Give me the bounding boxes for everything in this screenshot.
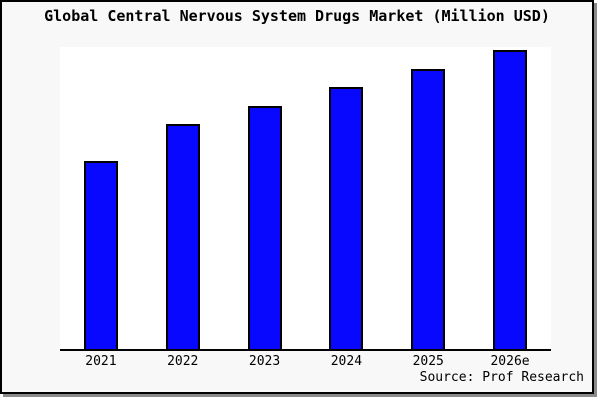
x-tick-2025: 2025: [412, 354, 444, 369]
chart-frame: Global Central Nervous System Drugs Mark…: [0, 0, 594, 394]
bar-2022: [165, 123, 200, 349]
x-tick-2021: 2021: [85, 354, 117, 369]
x-tick-2022: 2022: [167, 354, 199, 369]
bar-2025: [411, 68, 446, 349]
bar-slot-2023: [224, 47, 306, 349]
bar-slot-2024: [305, 47, 387, 349]
x-tick-2023: 2023: [248, 354, 281, 369]
bar-2024: [329, 86, 364, 349]
x-tick-2024: 2024: [330, 354, 363, 369]
bar-2021: [83, 161, 118, 349]
bar-series: [60, 47, 551, 349]
bar-2023: [247, 105, 282, 349]
x-axis-tick-labels: 2021 2022 2023 2024 2025 2026e: [60, 354, 551, 369]
x-tick-2026e: 2026e: [490, 354, 530, 369]
plot-area: [60, 47, 551, 351]
chart-title: Global Central Nervous System Drugs Mark…: [44, 7, 550, 25]
bar-slot-2021: [60, 47, 142, 349]
source-credit: Source: Prof Research: [419, 370, 584, 385]
bar-2026e: [493, 50, 528, 349]
bar-slot-2022: [142, 47, 224, 349]
bar-slot-2026e: [469, 47, 551, 349]
bar-slot-2025: [387, 47, 469, 349]
